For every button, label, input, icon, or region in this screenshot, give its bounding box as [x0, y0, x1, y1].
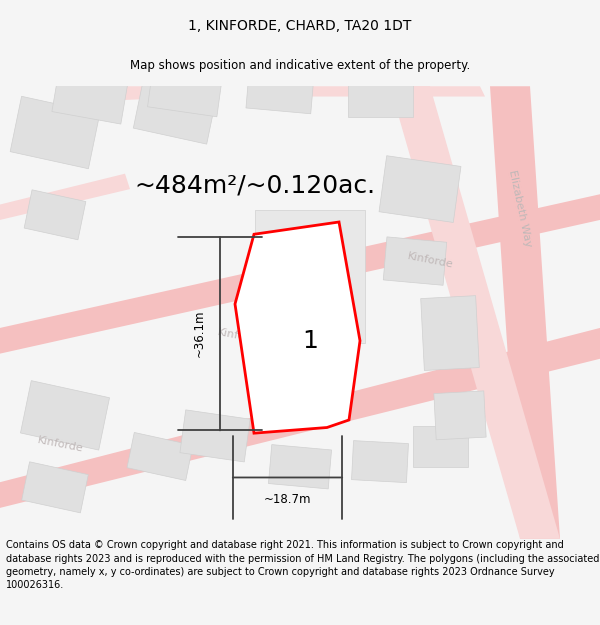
Polygon shape [127, 432, 193, 481]
Polygon shape [300, 86, 485, 96]
Text: ~36.1m: ~36.1m [193, 310, 206, 358]
Polygon shape [352, 441, 409, 483]
Polygon shape [20, 381, 110, 450]
Text: ~18.7m: ~18.7m [264, 493, 311, 506]
Polygon shape [246, 69, 314, 114]
Text: 1: 1 [302, 329, 318, 352]
Polygon shape [390, 86, 560, 539]
Polygon shape [133, 80, 217, 144]
Text: 1, KINFORDE, CHARD, TA20 1DT: 1, KINFORDE, CHARD, TA20 1DT [188, 19, 412, 33]
Polygon shape [22, 462, 88, 513]
Polygon shape [379, 156, 461, 222]
Polygon shape [383, 237, 447, 285]
Polygon shape [0, 328, 600, 508]
Polygon shape [347, 76, 413, 117]
Polygon shape [421, 296, 479, 371]
Polygon shape [268, 444, 332, 489]
Polygon shape [255, 209, 365, 343]
Polygon shape [180, 410, 250, 462]
Text: Kinforde: Kinforde [36, 435, 84, 454]
Polygon shape [413, 426, 467, 467]
Polygon shape [148, 66, 223, 117]
Text: Map shows position and indicative extent of the property.: Map shows position and indicative extent… [130, 59, 470, 72]
Polygon shape [490, 86, 560, 539]
Polygon shape [434, 391, 486, 440]
Text: Kinforde: Kinforde [216, 327, 264, 346]
Polygon shape [0, 194, 600, 354]
Polygon shape [24, 190, 86, 240]
Polygon shape [10, 96, 100, 169]
Text: ~484m²/~0.120ac.: ~484m²/~0.120ac. [134, 173, 376, 198]
Polygon shape [0, 174, 130, 220]
Polygon shape [80, 86, 205, 102]
Text: Contains OS data © Crown copyright and database right 2021. This information is : Contains OS data © Crown copyright and d… [6, 541, 599, 590]
Text: Kinforde: Kinforde [406, 251, 454, 270]
Text: Elizabeth Way: Elizabeth Way [507, 169, 533, 248]
Polygon shape [235, 222, 360, 433]
Polygon shape [52, 69, 128, 124]
